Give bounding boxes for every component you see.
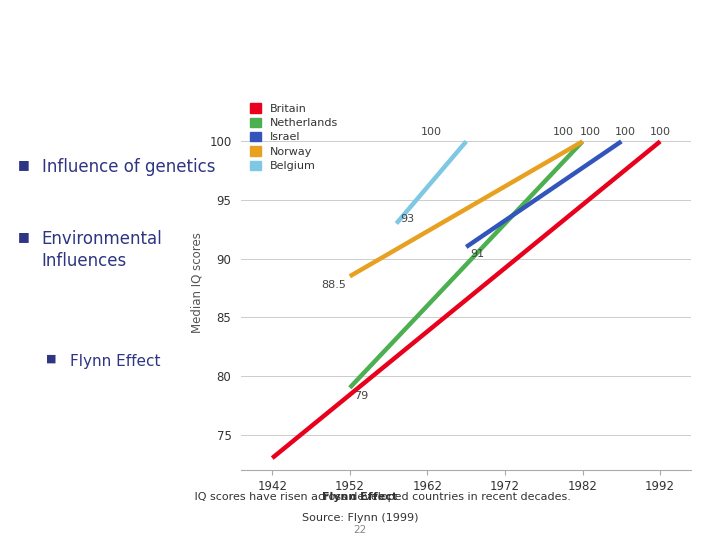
Text: 100: 100: [649, 127, 670, 137]
Y-axis label: Median IQ scores: Median IQ scores: [191, 232, 204, 333]
Text: Environmental
Influences: Environmental Influences: [42, 230, 163, 271]
Text: 100: 100: [553, 127, 574, 137]
Legend: Britain, Netherlands, Israel, Norway, Belgium: Britain, Netherlands, Israel, Norway, Be…: [247, 100, 342, 174]
Text: 22: 22: [354, 525, 366, 535]
Text: Influence of genetics: Influence of genetics: [42, 158, 215, 177]
Text: 79: 79: [354, 391, 368, 401]
Text: Flynn Effect: Flynn Effect: [323, 492, 397, 503]
Text: IQ scores have risen across developed countries in recent decades.: IQ scores have risen across developed co…: [149, 492, 571, 503]
Text: ■: ■: [18, 230, 30, 243]
Text: 100: 100: [615, 127, 636, 137]
Text: Source: Flynn (1999): Source: Flynn (1999): [302, 513, 418, 523]
Text: ■: ■: [18, 158, 30, 171]
Text: 100: 100: [420, 127, 442, 137]
Text: 88.5: 88.5: [321, 280, 346, 290]
Text: ■: ■: [46, 354, 57, 364]
Text: Differences in IQ scores: Differences in IQ scores: [18, 18, 391, 46]
Text: 100: 100: [580, 127, 600, 137]
Text: 93: 93: [400, 213, 415, 224]
Text: Flynn Effect: Flynn Effect: [70, 354, 161, 369]
Text: 91: 91: [470, 249, 485, 259]
